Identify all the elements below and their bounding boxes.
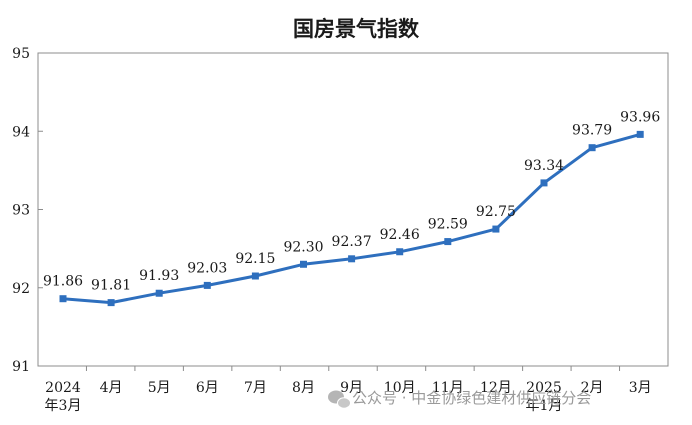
data-label: 93.79 xyxy=(572,123,612,139)
data-label: 92.59 xyxy=(428,217,468,233)
data-labels: 91.86 91.81 91.93 92.03 92.15 92.30 92.37 92.46… xyxy=(43,109,660,293)
x-tick-label: 10月 xyxy=(384,380,416,396)
y-tick-label: 93 xyxy=(12,203,30,219)
x-axis-ticks: 2024 年3月 4月 5月 6月 7月 8月 9月 10月 11月 12月 2025 年1月 2月 3月 xyxy=(45,366,652,414)
data-point-marker xyxy=(251,272,259,280)
y-tick-label: 92 xyxy=(12,281,30,297)
plot-frame xyxy=(37,52,669,367)
data-label: 92.46 xyxy=(380,227,420,243)
data-point-marker xyxy=(444,238,452,246)
data-label: 92.37 xyxy=(332,234,372,250)
wechat-icon xyxy=(328,390,351,409)
x-tick-label: 2024 xyxy=(45,380,81,396)
chart-axes xyxy=(37,52,669,367)
data-point-marker xyxy=(636,130,644,138)
watermark: 公众号 · 中金协绿色建材供应链分会 xyxy=(328,389,591,409)
data-label: 92.15 xyxy=(235,251,275,267)
chart-title: 国房景气指数 xyxy=(293,17,420,41)
data-label: 91.81 xyxy=(91,278,131,294)
y-tick-label: 95 xyxy=(12,46,30,62)
data-point-marker xyxy=(300,260,307,268)
y-axis-ticks: 91 92 93 94 95 xyxy=(12,46,43,375)
data-point-marker xyxy=(348,255,356,263)
x-tick-label: 8月 xyxy=(292,380,315,396)
data-point-marker xyxy=(155,289,163,297)
x-tick-label: 7月 xyxy=(244,380,267,396)
data-point-marker xyxy=(59,295,67,303)
y-tick-label: 91 xyxy=(12,359,30,375)
x-tick-label: 4月 xyxy=(100,380,123,396)
data-point-marker xyxy=(492,225,500,233)
x-tick-label: 2025 xyxy=(526,380,562,396)
series-line-group xyxy=(59,130,644,307)
data-label: 91.93 xyxy=(139,268,179,284)
x-tick-label: 12月 xyxy=(480,380,512,396)
watermark-text: 公众号 · 中金协绿色建材供应链分会 xyxy=(352,389,591,407)
data-point-marker xyxy=(540,179,548,187)
x-tick-label: 5月 xyxy=(148,380,171,396)
data-label: 92.75 xyxy=(476,204,516,220)
data-label: 93.96 xyxy=(620,109,660,125)
data-point-marker xyxy=(396,248,404,256)
data-point-marker xyxy=(203,281,211,289)
x-tick-label: 年3月 xyxy=(45,398,82,414)
x-tick-label: 3月 xyxy=(629,380,652,396)
data-label: 92.30 xyxy=(283,239,323,255)
data-label: 91.86 xyxy=(43,274,83,290)
x-tick-label: 11月 xyxy=(432,380,464,396)
x-tick-label: 9月 xyxy=(340,380,363,396)
data-point-marker xyxy=(107,299,115,307)
x-tick-label: 6月 xyxy=(196,380,219,396)
data-label: 92.03 xyxy=(187,260,227,276)
x-tick-label: 2月 xyxy=(581,380,604,396)
x-tick-label: 年1月 xyxy=(526,398,563,414)
data-point-marker xyxy=(588,144,596,152)
data-label: 93.34 xyxy=(524,158,564,174)
y-tick-label: 94 xyxy=(12,124,30,140)
